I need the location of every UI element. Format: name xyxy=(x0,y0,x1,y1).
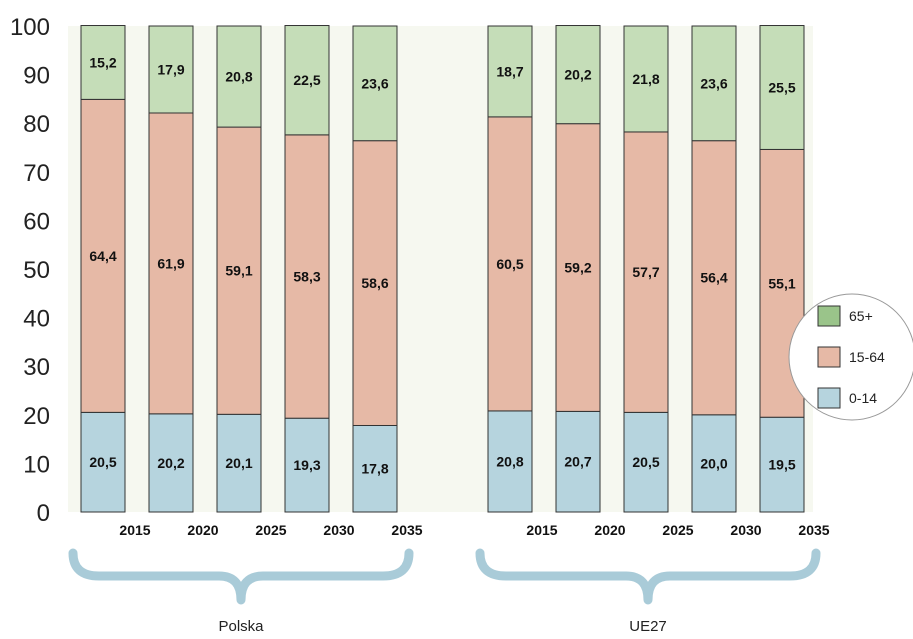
data-label: 61,9 xyxy=(157,255,184,271)
x-axis-ticks: 2015 2020 2025 2030 2035 2015 2020 2025 2030 2035 xyxy=(119,522,829,538)
bars: 20,5 64,4 15,2 20,2 61,9 17,9 20,1 59,1 20,8 19,3… xyxy=(80,25,805,513)
x-tick-label: 2035 xyxy=(391,522,422,538)
legend-label: 0-14 xyxy=(849,390,877,406)
bar-segment-15-64 xyxy=(623,131,669,413)
bar-segment-65+ xyxy=(352,25,398,142)
y-tick-label: 10 xyxy=(23,451,50,478)
data-label: 23,6 xyxy=(361,75,388,91)
x-tick-label: 2035 xyxy=(798,522,829,538)
bar-segment-0-14 xyxy=(80,411,126,513)
x-tick-label: 2020 xyxy=(594,522,625,538)
y-tick-label: 50 xyxy=(23,257,50,284)
data-label: 19,3 xyxy=(293,457,320,473)
data-label: 55,1 xyxy=(768,275,795,291)
bar-segment-65+ xyxy=(691,25,737,142)
legend-swatch xyxy=(817,346,841,368)
data-label: 21,8 xyxy=(632,71,659,87)
bar-segment-15-64 xyxy=(487,116,533,412)
data-label: 20,8 xyxy=(496,453,523,469)
bar-segment-0-14 xyxy=(623,411,669,513)
x-tick-label: 2015 xyxy=(526,522,557,538)
data-label: 20,5 xyxy=(632,454,659,470)
y-tick-label: 70 xyxy=(23,160,50,187)
y-tick-label: 30 xyxy=(23,354,50,381)
x-tick-label: 2020 xyxy=(187,522,218,538)
bar-segment-0-14 xyxy=(691,414,737,513)
bar-segment-0-14 xyxy=(284,417,330,513)
data-label: 20,2 xyxy=(157,455,184,471)
y-tick-label: 0 xyxy=(37,500,50,527)
y-tick-label: 90 xyxy=(23,63,50,90)
group-braces: Polska UE27 xyxy=(68,548,821,635)
group-label: UE27 xyxy=(629,618,667,635)
x-tick-label: 2025 xyxy=(662,522,693,538)
legend-swatch xyxy=(817,387,841,409)
bar-segment-65+ xyxy=(284,25,330,136)
data-label: 57,7 xyxy=(632,264,659,280)
y-axis: 0 10 20 30 40 50 60 70 80 90 100 xyxy=(10,14,50,527)
x-tick-label: 2030 xyxy=(730,522,761,538)
data-label: 58,3 xyxy=(293,269,320,285)
data-label: 17,8 xyxy=(361,461,388,477)
data-label: 25,5 xyxy=(768,79,795,95)
data-label: 20,8 xyxy=(225,69,252,85)
bar-segment-65+ xyxy=(487,25,533,118)
legend-swatch xyxy=(817,305,841,327)
data-label: 22,5 xyxy=(293,72,320,88)
y-tick-label: 100 xyxy=(10,14,50,41)
legend: 65+ 15-64 0-14 xyxy=(788,293,913,421)
bar-segment-15-64 xyxy=(284,134,330,419)
bar-segment-65+ xyxy=(80,25,126,100)
data-label: 56,4 xyxy=(700,270,727,286)
bar-segment-0-14 xyxy=(487,410,533,513)
legend-label: 15-64 xyxy=(849,349,885,365)
data-label: 23,6 xyxy=(700,75,727,91)
data-label: 58,6 xyxy=(361,275,388,291)
group-label: Polska xyxy=(218,618,264,635)
bar-segment-15-64 xyxy=(691,140,737,416)
bar-segment-15-64 xyxy=(555,123,601,412)
legend-label: 65+ xyxy=(849,308,873,324)
y-tick-label: 20 xyxy=(23,403,50,430)
bar-segment-0-14 xyxy=(759,416,805,513)
data-label: 20,2 xyxy=(564,67,591,83)
data-label: 15,2 xyxy=(89,54,116,70)
bar-segment-15-64 xyxy=(80,98,126,413)
data-label: 20,1 xyxy=(225,455,252,471)
bar-segment-0-14 xyxy=(352,424,398,513)
data-label: 19,5 xyxy=(768,457,795,473)
bar-segment-65+ xyxy=(759,25,805,150)
y-tick-label: 60 xyxy=(23,208,50,235)
x-tick-label: 2030 xyxy=(323,522,354,538)
bar-segment-0-14 xyxy=(555,410,601,513)
data-label: 17,9 xyxy=(157,61,184,77)
y-tick-label: 40 xyxy=(23,306,50,333)
data-label: 59,1 xyxy=(225,263,252,279)
bar-segment-0-14 xyxy=(148,413,194,513)
bar-segment-65+ xyxy=(148,25,194,114)
group-brace xyxy=(68,548,414,605)
data-label: 20,7 xyxy=(564,454,591,470)
y-tick-label: 80 xyxy=(23,111,50,138)
x-tick-label: 2025 xyxy=(255,522,286,538)
bar-segment-15-64 xyxy=(216,126,262,415)
bar-segment-15-64 xyxy=(352,140,398,426)
data-label: 18,7 xyxy=(496,63,523,79)
bar-segment-0-14 xyxy=(216,413,262,513)
bar-segment-65+ xyxy=(623,25,669,133)
data-label: 60,5 xyxy=(496,256,523,272)
bar-segment-15-64 xyxy=(148,112,194,415)
data-label: 64,4 xyxy=(89,248,116,264)
bar-segment-65+ xyxy=(216,25,262,128)
group-brace xyxy=(475,548,821,605)
data-label: 20,5 xyxy=(89,454,116,470)
bar-segment-65+ xyxy=(555,25,601,125)
data-label: 20,0 xyxy=(700,455,727,471)
x-tick-label: 2015 xyxy=(119,522,150,538)
data-label: 59,2 xyxy=(564,260,591,276)
